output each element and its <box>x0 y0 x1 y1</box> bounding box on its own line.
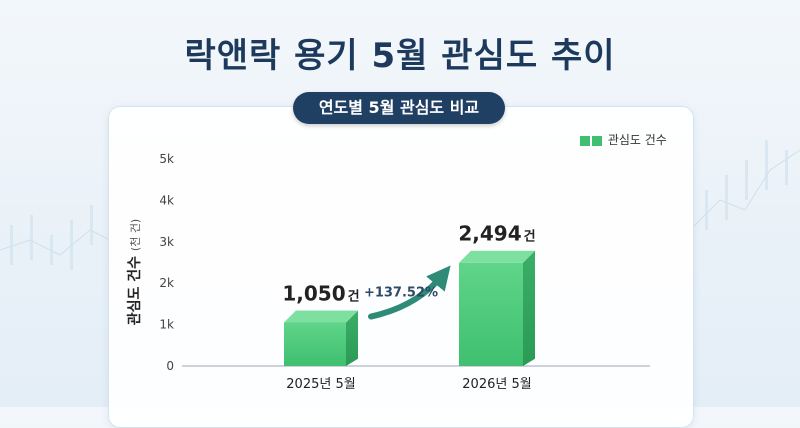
growth-arrow <box>368 265 451 320</box>
legend-swatch <box>580 135 590 146</box>
bar-side <box>523 250 535 366</box>
data-label: 2,494 건 <box>458 222 535 246</box>
bar-side <box>346 310 358 366</box>
data-label: 1,050 건 <box>282 282 359 306</box>
legend-swatch <box>592 135 602 146</box>
bar-top <box>284 310 358 323</box>
x-tick-label: 2025년 5월 <box>286 377 355 392</box>
legend-label: 관심도 건수 <box>607 133 667 147</box>
y-tick-label: 5k <box>159 152 174 166</box>
growth-annotation: +137.52% <box>364 286 438 301</box>
x-tick-label: 2026년 5월 <box>462 377 531 392</box>
y-tick-label: 0 <box>166 359 174 373</box>
page-title: 락앤락 용기 5월 관심도 추이 <box>184 36 616 76</box>
bar-front <box>459 262 523 366</box>
y-tick-label: 1k <box>159 318 174 332</box>
y-tick-label: 3k <box>159 235 174 249</box>
background-decoration <box>0 140 800 270</box>
legend: 관심도 건수 <box>580 131 667 148</box>
chart-panel <box>108 106 694 428</box>
bar-top <box>459 250 535 263</box>
bar-chart: 0 1k 2k 3k 4k 5k 1,050 건 2025년 5월 2,494 건 2026년 5월 +… <box>159 152 650 392</box>
y-tick-label: 4k <box>159 193 174 207</box>
bar-front <box>284 322 346 366</box>
y-tick-label: 2k <box>159 276 174 290</box>
subtitle-badge: 연도별 5월 관심도 비교 <box>293 92 505 124</box>
